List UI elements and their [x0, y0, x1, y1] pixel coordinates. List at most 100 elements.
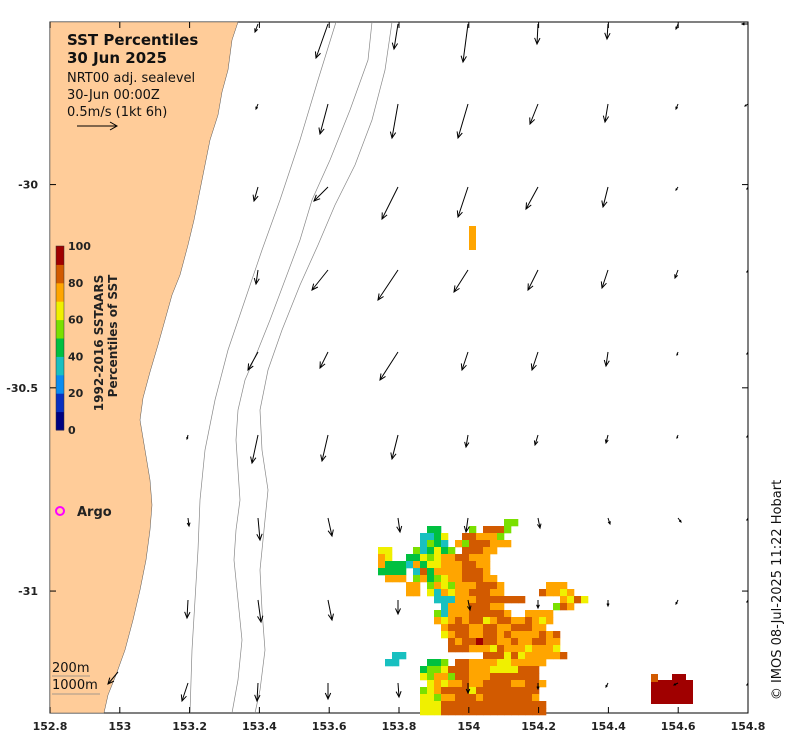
- current-arrow: [257, 599, 264, 624]
- sst-cell: [483, 589, 491, 597]
- sst-cell: [490, 701, 498, 709]
- sst-cell: [385, 575, 393, 583]
- sst-cell: [532, 617, 540, 625]
- current-arrow: [453, 269, 469, 294]
- sst-cell: [483, 631, 491, 639]
- sst-cell: [441, 547, 449, 555]
- x-tick-label: 154.4: [591, 720, 626, 733]
- sst-cell: [385, 568, 393, 576]
- sst-cell: [497, 687, 505, 695]
- sst-cell: [462, 554, 470, 562]
- sst-cell: [553, 589, 561, 597]
- scale-label: 0.5m/s (1kt 6h): [67, 105, 167, 120]
- current-arrow-shaft: [181, 682, 189, 702]
- current-arrow-head: [675, 602, 678, 606]
- sst-cell: [490, 631, 498, 639]
- sst-cell: [462, 547, 470, 555]
- current-arrow: [391, 23, 399, 51]
- current-arrow-head: [252, 194, 259, 203]
- sst-cell: [413, 561, 421, 569]
- current-arrow: [318, 103, 329, 136]
- sst-cell: [525, 631, 533, 639]
- sst-cell: [406, 589, 414, 597]
- sst-cell: [483, 533, 491, 541]
- sst-cell: [441, 610, 449, 618]
- current-arrow-head: [606, 603, 610, 608]
- sst-cell: [441, 673, 449, 681]
- current-arrow-head: [391, 42, 399, 51]
- current-arrow-head: [107, 677, 115, 685]
- sst-cell: [476, 547, 484, 555]
- sst-cell: [476, 624, 484, 632]
- sst-cell: [462, 645, 470, 653]
- sst-cell: [560, 582, 568, 590]
- sst-cell: [469, 680, 477, 688]
- sst-cell: [504, 638, 512, 646]
- sst-cell: [560, 589, 568, 597]
- sst-cell: [539, 645, 547, 653]
- colorbar-segment: [56, 319, 64, 339]
- current-arrow-shaft: [534, 434, 539, 446]
- map-title: SST Percentiles: [67, 31, 198, 49]
- sst-cell: [525, 694, 533, 702]
- sst-cell: [539, 659, 547, 667]
- sst-cell: [476, 554, 484, 562]
- sst-cell: [511, 596, 519, 604]
- sst-cell: [434, 680, 442, 688]
- current-arrow: [605, 682, 609, 689]
- sst-cell: [672, 674, 686, 682]
- current-arrow: [536, 600, 540, 610]
- sst-cell: [469, 533, 477, 541]
- x-tick-label: 154.2: [521, 720, 556, 733]
- current-arrow: [529, 103, 539, 126]
- sst-cell: [448, 561, 456, 569]
- y-tick-label: -31: [18, 585, 38, 598]
- current-arrow: [253, 269, 260, 286]
- current-arrow-head: [676, 353, 679, 357]
- sst-cell: [455, 680, 463, 688]
- sst-cell: [490, 610, 498, 618]
- sst-cell: [441, 568, 449, 576]
- sst-cell: [434, 526, 442, 534]
- sst-cell: [490, 596, 498, 604]
- sst-cell: [518, 666, 526, 674]
- current-arrow-shaft: [327, 599, 333, 621]
- sst-cell: [504, 645, 512, 653]
- sst-cell: [427, 694, 435, 702]
- sst-cell: [504, 659, 512, 667]
- sst-cell: [469, 701, 477, 709]
- sst-cell: [504, 526, 512, 534]
- sst-cell: [532, 680, 540, 688]
- sst-cell: [469, 687, 477, 695]
- sst-cell: [532, 687, 540, 695]
- current-arrow-head: [672, 683, 676, 686]
- current-arrow-shaft: [319, 351, 329, 369]
- colorbar-segment: [56, 374, 64, 394]
- sst-cell: [462, 673, 470, 681]
- sst-cell: [504, 617, 512, 625]
- current-arrow: [602, 103, 610, 124]
- sst-cell: [385, 659, 393, 667]
- current-arrow-shaft: [327, 517, 333, 537]
- current-arrow: [604, 434, 609, 445]
- current-arrow-shaft: [457, 186, 469, 218]
- scale-arrow-icon: [77, 121, 119, 131]
- sst-cell: [490, 673, 498, 681]
- sst-cell: [469, 561, 477, 569]
- current-arrow: [377, 269, 399, 302]
- sst-cell: [448, 547, 456, 555]
- sst-cell: [546, 617, 554, 625]
- sst-cell: [504, 610, 512, 618]
- sst-cell: [476, 673, 484, 681]
- sst-cell: [462, 631, 470, 639]
- sst-cell: [483, 624, 491, 632]
- sst-cell: [427, 540, 435, 548]
- current-arrow-shaft: [601, 269, 609, 289]
- sst-cell: [497, 603, 505, 611]
- current-arrow: [390, 434, 399, 461]
- sst-cell: [476, 582, 484, 590]
- sst-cell: [378, 547, 386, 555]
- sst-cell: [427, 575, 435, 583]
- sst-cell: [441, 617, 449, 625]
- current-arrow-head: [327, 613, 334, 622]
